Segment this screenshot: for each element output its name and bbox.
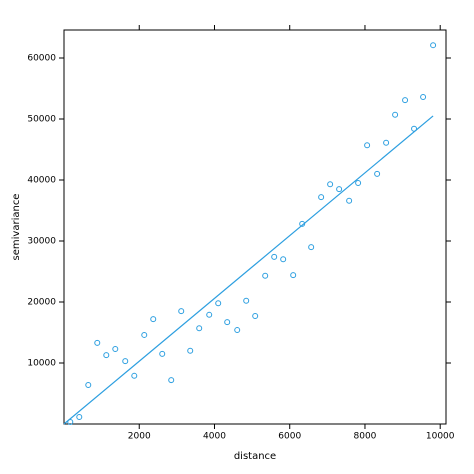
point [374, 170, 381, 177]
point [187, 347, 194, 354]
point [224, 319, 231, 326]
x-tick-label: 2000 [128, 432, 151, 442]
point [411, 125, 418, 132]
point [206, 311, 213, 318]
point [262, 272, 269, 279]
point [299, 220, 306, 227]
x-axis-label: distance [234, 451, 276, 462]
point [215, 300, 222, 307]
point [308, 244, 315, 251]
point [243, 297, 250, 304]
point [159, 350, 166, 357]
point [196, 325, 203, 332]
x-tick-label: 10000 [426, 432, 455, 442]
point [271, 253, 278, 260]
point [364, 142, 371, 149]
point [392, 111, 399, 118]
point [150, 316, 157, 323]
y-tick-label: 60000 [27, 53, 56, 63]
point [76, 413, 83, 420]
x-tick-label: 6000 [278, 432, 301, 442]
point [430, 42, 437, 49]
point [402, 97, 409, 104]
point [112, 345, 119, 352]
point [383, 139, 390, 146]
point [234, 327, 241, 334]
y-tick-label: 20000 [27, 297, 56, 307]
point [290, 272, 297, 279]
point [355, 180, 362, 187]
y-tick-label: 10000 [27, 358, 56, 368]
point [178, 308, 185, 315]
point [280, 256, 287, 263]
x-tick-label: 4000 [203, 432, 226, 442]
point [67, 418, 74, 425]
point [103, 352, 110, 359]
plot-frame [63, 29, 447, 425]
point [346, 197, 353, 204]
point [131, 372, 138, 379]
y-tick-label: 50000 [27, 114, 56, 124]
point [122, 358, 129, 365]
point [318, 194, 325, 201]
point [336, 186, 343, 193]
y-tick-label: 40000 [27, 175, 56, 185]
point [85, 381, 92, 388]
point [252, 313, 259, 320]
point [168, 377, 175, 384]
point [420, 94, 427, 101]
x-tick-label: 8000 [354, 432, 377, 442]
point [141, 331, 148, 338]
fit-line [63, 115, 434, 425]
point [94, 339, 101, 346]
point [327, 181, 334, 188]
y-tick-label: 30000 [27, 236, 56, 246]
y-axis-label: semivariance [11, 194, 22, 261]
